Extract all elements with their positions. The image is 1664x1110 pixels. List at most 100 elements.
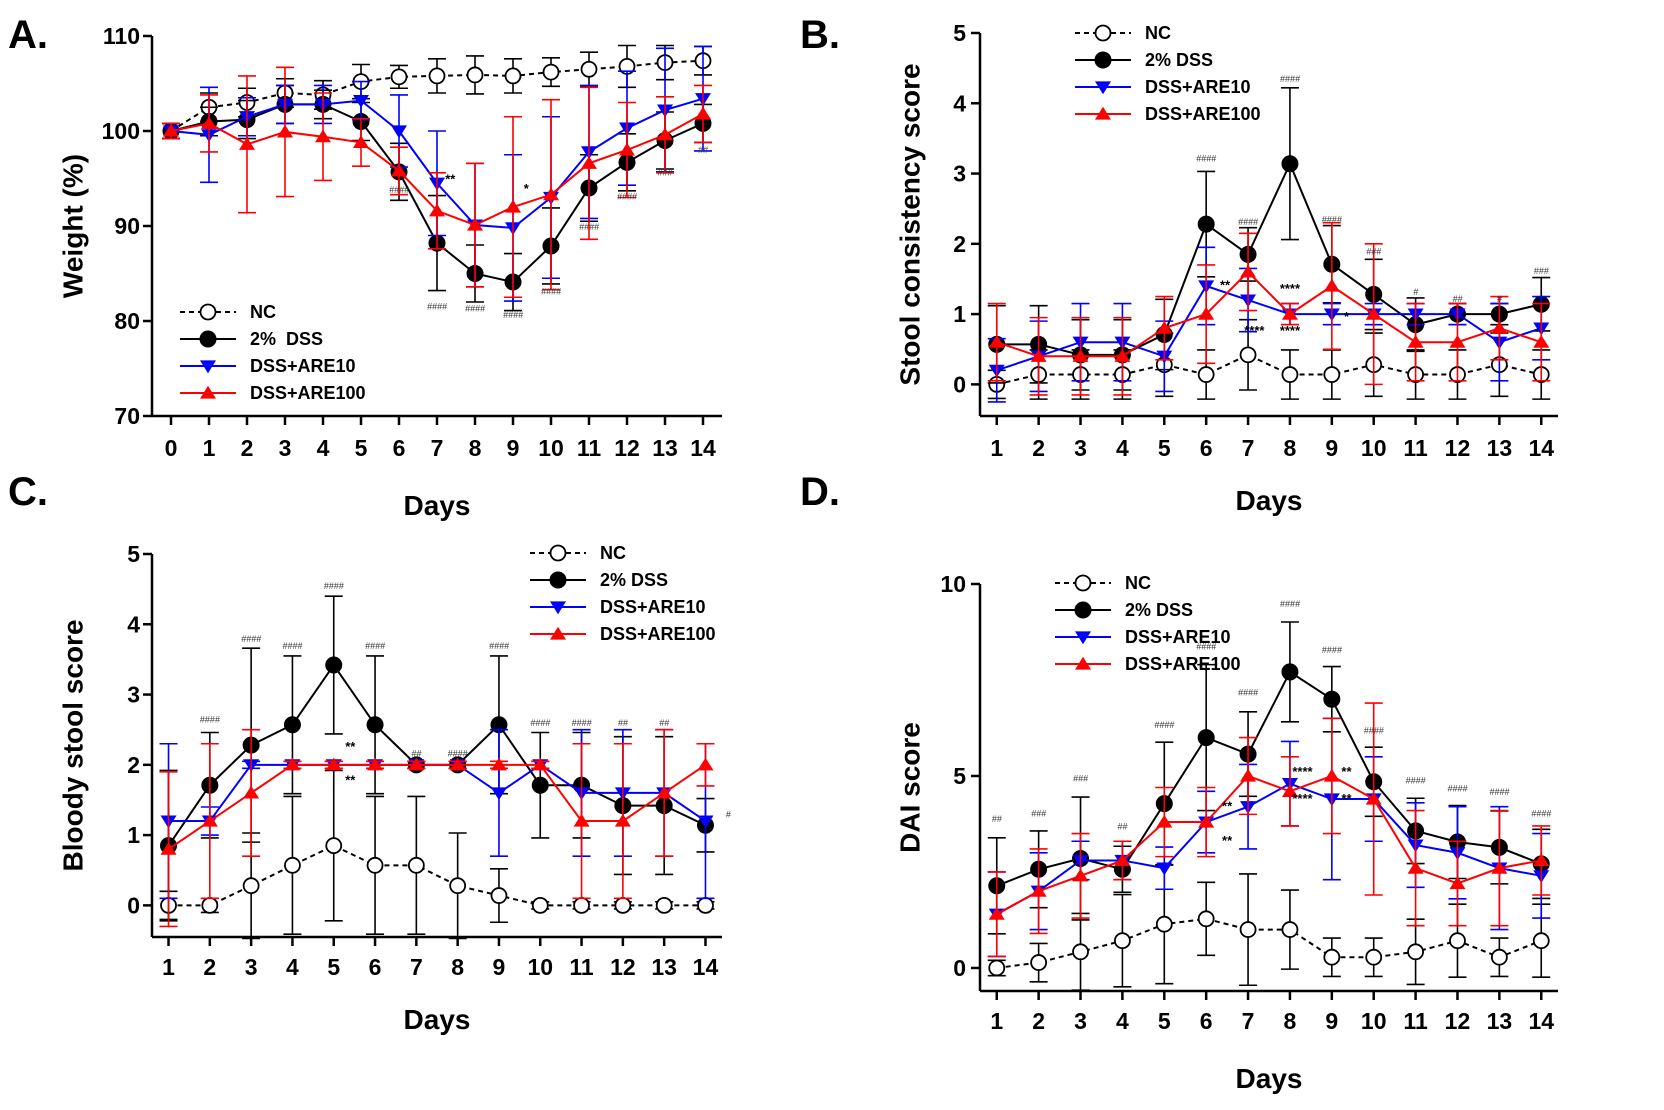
significance-mark: **** [1244,323,1265,338]
data-point [988,335,1005,348]
significance-mark: #### [572,718,593,728]
legend [530,544,586,640]
data-point [543,187,559,201]
x-tick-label: 5 [1158,435,1171,461]
significance-mark: ** [445,171,456,186]
data-point [239,137,255,150]
data-point [1365,306,1382,320]
significance-mark: #### [489,641,510,651]
significance-mark: #### [1196,641,1217,651]
data-point [353,135,369,148]
legend-label: NC [1125,573,1151,593]
significance-mark: #### [1531,808,1552,818]
y-tick-label: 5 [953,20,966,46]
x-tick-label: 14 [1528,1008,1554,1034]
x-tick-label: 2 [1032,1008,1045,1034]
data-point [573,896,590,914]
x-tick-label: 8 [451,954,464,980]
data-point [1490,948,1508,966]
significance-mark: #### [1364,726,1385,736]
data-point [988,959,1006,977]
x-tick-label: 9 [1325,435,1338,461]
x-tick-label: 1 [990,1008,1003,1034]
data-point [1323,768,1340,782]
x-tick-label: 14 [693,954,719,980]
data-point [1239,346,1257,364]
significance-mark: #### [1406,776,1427,786]
series-NC [987,318,1551,400]
x-axis-title: Days [1236,485,1303,516]
significance-mark: #### [1280,74,1301,84]
x-tick-label: 4 [317,435,330,461]
data-point [201,813,218,827]
x-tick-label: 13 [651,954,677,980]
data-point [242,877,260,895]
data-point [697,815,714,829]
data-point [201,896,219,914]
significance-mark: ## [411,748,422,758]
data-point [1532,932,1550,950]
x-tick-label: 1 [990,435,1003,461]
legend-label: DSS+ARE100 [600,624,716,644]
data-point [391,125,407,139]
data-point [1156,862,1173,876]
data-point [315,129,331,143]
significance-mark: ### [1534,266,1550,276]
significance-mark: #### [1196,154,1217,164]
x-tick-label: 6 [1200,435,1213,461]
data-point [1491,320,1508,334]
data-point [1114,932,1131,950]
x-tick-label: 1 [203,435,216,461]
y-tick-label: 90 [114,213,140,239]
data-point [988,907,1005,920]
data-point [695,106,711,120]
x-tick-label: 4 [1116,1008,1129,1034]
data-point [160,841,177,855]
data-point [1240,768,1257,782]
x-tick-label: 12 [1445,1008,1471,1034]
significance-mark: #### [1322,645,1343,655]
y-tick-label: 10 [940,571,966,597]
data-point [325,656,343,674]
data-point [1155,915,1173,933]
significance-mark: #### [448,748,469,758]
significance-mark: #### [503,310,524,320]
significance-mark: #### [1238,687,1259,697]
x-axis-title: Days [404,490,471,521]
data-point [1197,910,1215,928]
significance-mark: ## [618,718,629,728]
data-point [163,123,179,137]
x-tick-label: 2 [241,435,254,461]
data-point [284,757,301,771]
data-point [1323,690,1341,708]
data-point [1197,729,1215,747]
data-point [1407,860,1424,874]
data-point [1198,814,1215,828]
x-tick-label: 13 [1487,1008,1513,1034]
significance-mark: #### [465,304,486,314]
data-point [449,757,466,771]
significance-mark: #### [1447,783,1468,793]
panel-2 [143,544,722,946]
y-tick-label: 5 [127,541,140,567]
data-point [283,716,301,734]
significance-mark: ## [698,145,709,155]
y-tick-label: 80 [114,308,140,334]
data-point [1323,948,1341,966]
series-line [996,284,1542,372]
significance-mark: ** [1341,791,1352,806]
data-point [408,757,425,771]
series-line [996,782,1542,916]
data-point [614,896,632,914]
series-ARE10 [159,728,715,900]
legend-marker [199,330,217,348]
significance-mark: **** [1280,281,1301,296]
data-point [655,896,673,914]
legend-label: 2% DSS [600,570,668,590]
x-tick-label: 12 [1445,435,1471,461]
x-tick-label: 7 [1242,1008,1255,1034]
legend-marker [199,303,217,321]
series-line [167,763,707,850]
data-point [657,127,673,141]
